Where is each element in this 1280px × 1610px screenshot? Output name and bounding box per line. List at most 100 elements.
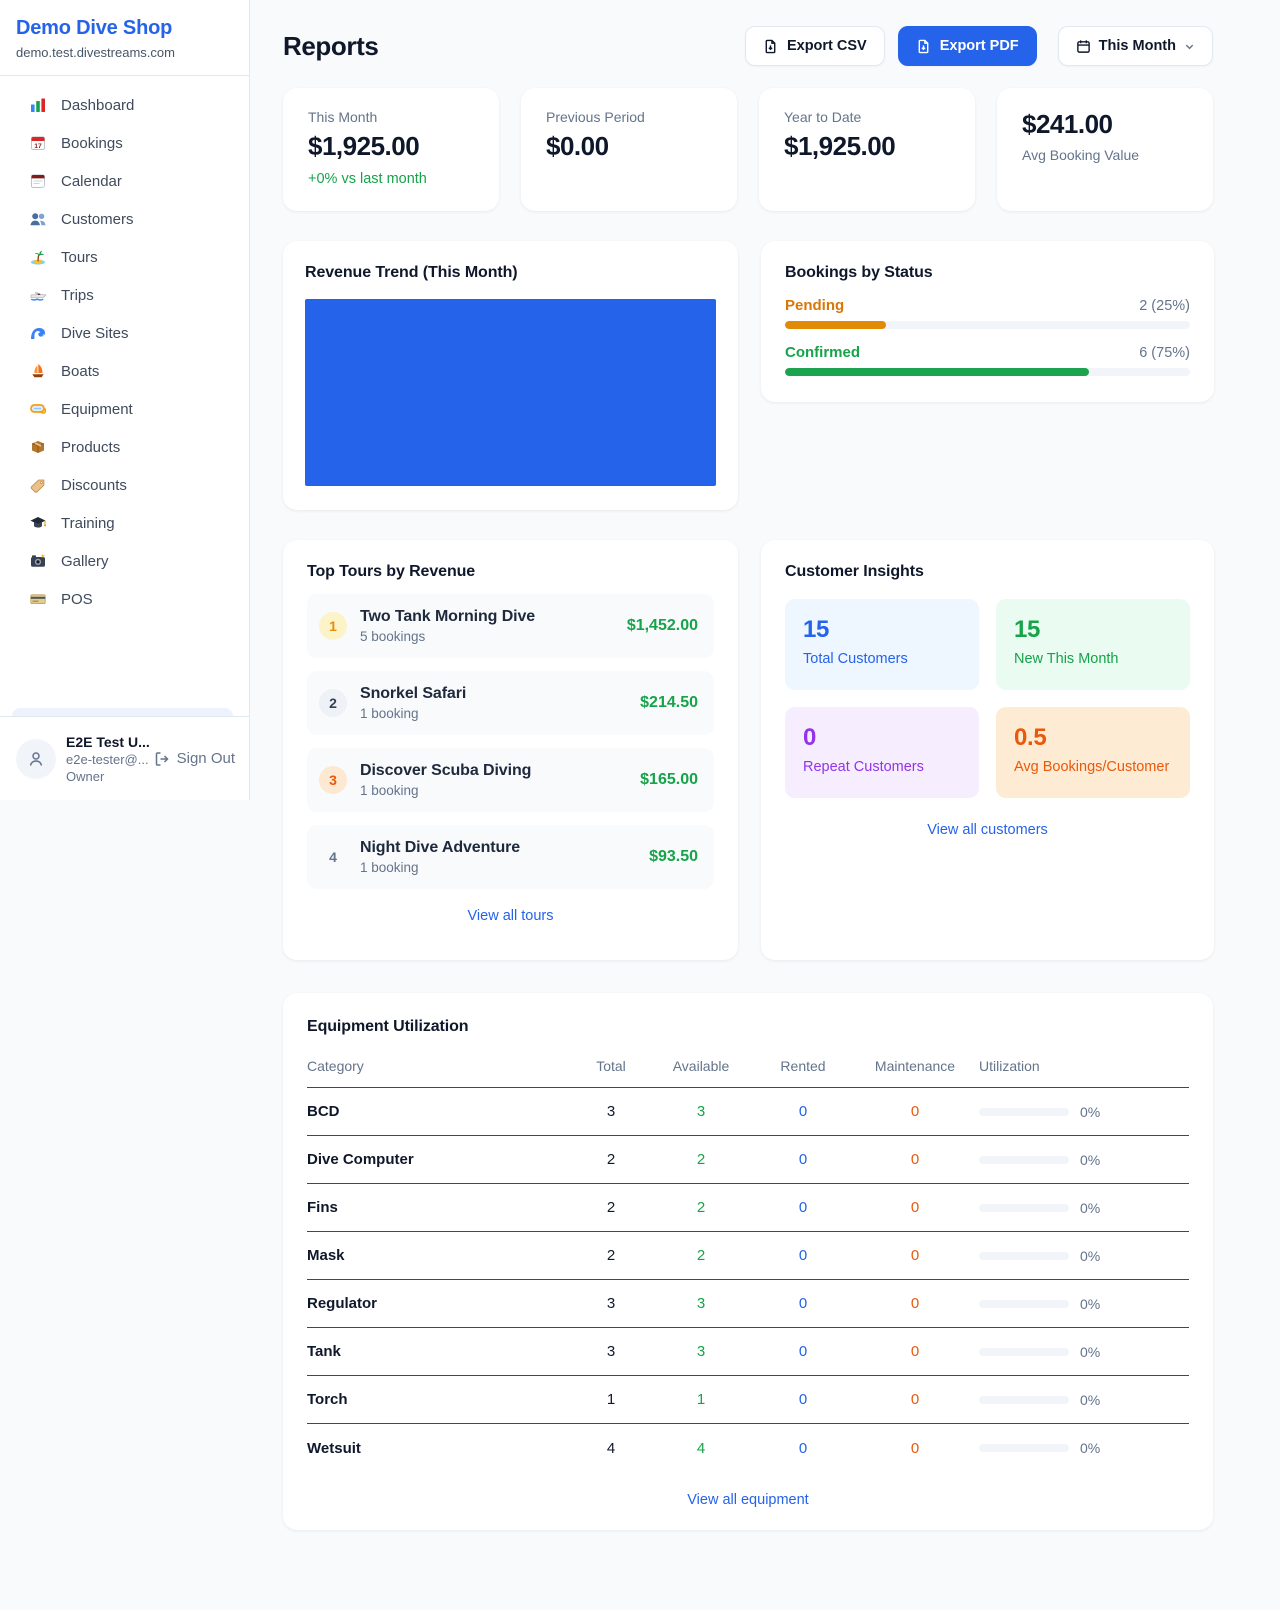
sidebar-item-label: Bookings: [61, 134, 123, 152]
cell-category: Wetsuit: [307, 1439, 361, 1457]
utilization-percent: 0%: [1080, 1295, 1101, 1312]
user-meta: E2E Test U... e2e-tester@... Owner: [66, 734, 154, 784]
insight-value: 0.5: [1014, 724, 1047, 751]
sidebar-item-tours[interactable]: Tours: [12, 238, 237, 276]
bookings-by-status-card: Bookings by Status Pending 2 (25%) Confi…: [761, 241, 1214, 402]
column-header-utilization: Utilization: [979, 1058, 1040, 1074]
tour-bookings: 1 booking: [360, 783, 419, 798]
view-all-tours-link[interactable]: View all tours: [467, 908, 554, 924]
calendar-icon: [1076, 39, 1090, 53]
table-row: Dive Computer 2 2 0 0 0%: [307, 1136, 1189, 1184]
cell-total: 3: [606, 1103, 616, 1120]
tour-list-item: 1 Two Tank Morning Dive 5 bookings $1,45…: [307, 594, 714, 658]
discounts-icon: [29, 476, 47, 494]
stats-row: This Month $1,925.00 +0% vs last month P…: [283, 88, 1213, 211]
shop-domain: demo.test.divestreams.com: [16, 45, 175, 60]
cell-category: Tank: [307, 1343, 341, 1360]
export-csv-button[interactable]: Export CSV: [744, 26, 885, 66]
sidebar-item-label: Trips: [61, 286, 94, 304]
brand: Demo Dive Shop demo.test.divestreams.com: [0, 0, 249, 76]
sidebar-item-boats[interactable]: Boats: [12, 352, 237, 390]
cell-rented: 0: [798, 1391, 808, 1408]
stat-label: This Month: [308, 109, 378, 125]
cell-category: Torch: [307, 1391, 348, 1408]
cell-available: 3: [696, 1295, 706, 1312]
insight-value: 15: [803, 616, 830, 643]
period-label: This Month: [1098, 38, 1176, 54]
sign-out-icon: [155, 751, 169, 766]
insight-label: Repeat Customers: [803, 759, 924, 775]
equipment-utilization-title: Equipment Utilization: [307, 1018, 469, 1035]
cell-rented: 0: [798, 1199, 808, 1216]
sidebar-item-bookings[interactable]: 17 Bookings: [12, 124, 237, 162]
tours-icon: [29, 248, 47, 266]
insight-tile-total-customers: 15 Total Customers: [785, 599, 979, 690]
progress-track: [785, 368, 1190, 376]
sidebar-item-trips[interactable]: Trips: [12, 276, 237, 314]
cell-total: 3: [606, 1295, 616, 1312]
cell-category: Fins: [307, 1199, 338, 1216]
stat-card-avg-booking-value: $241.00 Avg Booking Value: [997, 88, 1213, 211]
cell-total: 2: [606, 1199, 616, 1216]
sidebar-item-label: Dive Sites: [61, 324, 129, 342]
charts-row: Revenue Trend (This Month) Bookings by S…: [283, 241, 1214, 510]
sidebar-item-label: Boats: [61, 362, 100, 380]
cell-available: 3: [696, 1103, 706, 1120]
insight-tile-new-this-month: 15 New This Month: [996, 599, 1190, 690]
sidebar-item-training[interactable]: Training: [12, 504, 237, 542]
utilization-percent: 0%: [1080, 1343, 1101, 1360]
cell-maintenance: 0: [910, 1151, 920, 1168]
sidebar-item-equipment[interactable]: Equipment: [12, 390, 237, 428]
products-icon: [29, 438, 47, 456]
sidebar-item-dashboard[interactable]: Dashboard: [12, 86, 237, 124]
cell-maintenance: 0: [910, 1439, 920, 1457]
cell-total: 1: [606, 1391, 616, 1408]
utilization-bar: [979, 1395, 1069, 1404]
sidebar-item-label: Dashboard: [61, 96, 135, 114]
stat-value: $1,925.00: [308, 131, 420, 161]
insight-value: 15: [1014, 616, 1041, 643]
insight-tile-repeat-customers: 0 Repeat Customers: [785, 707, 979, 798]
period-select[interactable]: This Month: [1057, 26, 1213, 66]
sidebar-item-reports-active-partial[interactable]: [12, 708, 233, 716]
training-icon: [29, 514, 47, 532]
stat-delta: +0% vs last month: [308, 171, 427, 187]
table-header-row: Category Total Available Rented Maintena…: [307, 1049, 1189, 1088]
utilization-bar: [979, 1347, 1069, 1356]
customer-insights-card: Customer Insights 15 Total Customers 15 …: [761, 540, 1214, 960]
cell-maintenance: 0: [910, 1103, 920, 1120]
rank-badge: 1: [319, 612, 347, 640]
insight-label: New This Month: [1014, 651, 1119, 667]
view-all-customers-link[interactable]: View all customers: [927, 822, 1048, 838]
equipment-icon: [29, 400, 47, 418]
sidebar-item-label: Products: [61, 438, 121, 456]
sign-out-label: Sign Out: [176, 750, 235, 767]
column-header-category: Category: [307, 1058, 364, 1074]
sidebar-item-gallery[interactable]: Gallery: [12, 542, 237, 580]
status-count: 2 (25%): [1139, 298, 1190, 314]
tour-name: Discover Scuba Diving: [360, 762, 532, 779]
sidebar-item-products[interactable]: Products: [12, 428, 237, 466]
cell-category: Dive Computer: [307, 1151, 414, 1168]
export-pdf-button[interactable]: Export PDF: [897, 26, 1037, 66]
sidebar-item-label: Discounts: [61, 476, 127, 494]
cell-available: 3: [696, 1343, 706, 1360]
sidebar-item-customers[interactable]: Customers: [12, 200, 237, 238]
sidebar-item-discounts[interactable]: Discounts: [12, 466, 237, 504]
sidebar-nav: Dashboard 17 Bookings Calendar Customers…: [0, 76, 249, 618]
sidebar-item-dive-sites[interactable]: Dive Sites: [12, 314, 237, 352]
tour-revenue: $165.00: [640, 771, 698, 788]
equipment-table: Category Total Available Rented Maintena…: [307, 1049, 1189, 1472]
sidebar-item-pos[interactable]: POS: [12, 580, 237, 618]
customer-insights-title: Customer Insights: [785, 563, 924, 580]
chevron-down-icon: [1185, 44, 1194, 49]
sidebar-item-calendar[interactable]: Calendar: [12, 162, 237, 200]
column-header-rented: Rented: [780, 1058, 826, 1074]
cell-rented: 0: [798, 1151, 808, 1168]
main-content: Reports Export CSV Export PDF This Month…: [250, 0, 1280, 1530]
tour-list-item: 4 Night Dive Adventure 1 booking $93.50: [307, 825, 714, 889]
sign-out-button[interactable]: Sign Out: [154, 750, 235, 767]
header-actions: Export CSV Export PDF This Month: [744, 26, 1213, 66]
view-all-equipment-link[interactable]: View all equipment: [687, 1492, 809, 1508]
revenue-trend-chart: [305, 299, 716, 486]
